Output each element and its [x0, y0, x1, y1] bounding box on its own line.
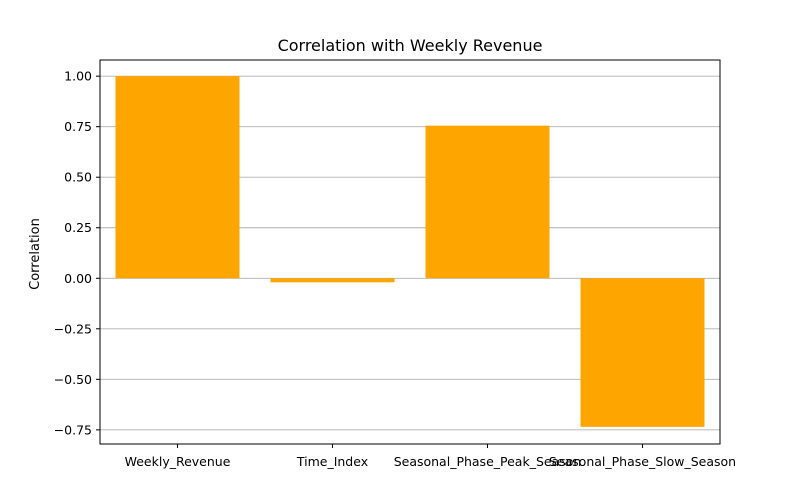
bar-seasonal-phase-peak-season [425, 125, 550, 279]
y-axis-label: Correlation [28, 218, 43, 290]
x-tick-layer: Weekly_Revenue Time_Index Seasonal_Phase_P… [125, 444, 736, 469]
y-tick-label: −0.25 [54, 321, 92, 336]
y-tick-layer: −0.75 −0.50 −0.25 0.00 0.25 0.50 0.75 1.00 [54, 69, 100, 437]
x-tick-label: Weekly_Revenue [125, 454, 231, 469]
y-tick-label: 0.00 [64, 271, 92, 286]
y-tick-label: 0.50 [64, 170, 92, 185]
y-tick-label: −0.75 [54, 422, 92, 437]
x-tick-label: Seasonal_Phase_Slow_Season [549, 454, 736, 469]
x-tick-label: Seasonal_Phase_Peak_Season [394, 454, 582, 469]
bar-layer [115, 76, 705, 427]
bar-time-index [270, 278, 395, 283]
y-tick-label: 0.25 [64, 220, 92, 235]
y-tick-label: 1.00 [64, 69, 92, 84]
chart-title: Correlation with Weekly Revenue [278, 36, 543, 55]
axes-frame [99, 59, 721, 445]
y-tick-label: 0.75 [64, 119, 92, 134]
bar-seasonal-phase-slow-season [580, 278, 705, 427]
x-tick-label: Time_Index [296, 454, 368, 469]
bar-weekly-revenue [115, 76, 240, 279]
y-tick-label: −0.50 [54, 372, 92, 387]
